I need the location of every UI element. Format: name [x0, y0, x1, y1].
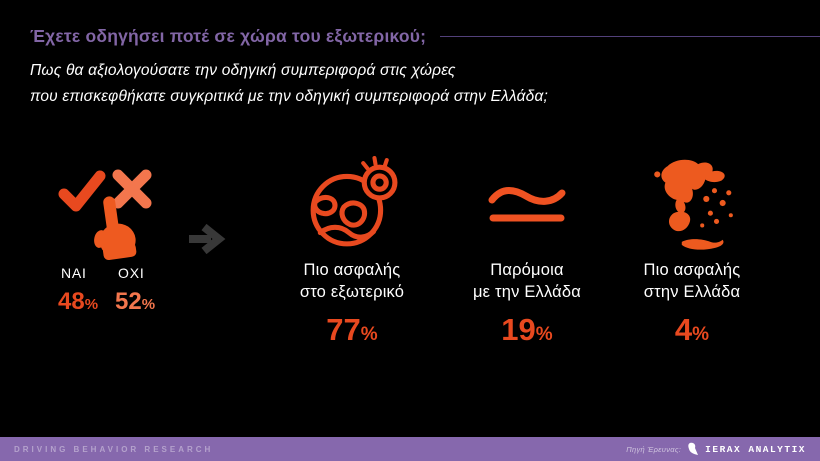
greece-icon-box — [604, 154, 780, 252]
no-percent-sign: % — [141, 296, 156, 313]
greece-percent-sign: % — [692, 324, 710, 345]
title-row: Έχετε οδηγήσει ποτέ σε χώρα του εξωτερικ… — [30, 26, 820, 47]
footer-source: Πηγή Έρευνας: IERAX ANALYTIX — [626, 442, 806, 456]
subtitle: Πως θα αξιολογούσατε την οδηγική συμπερι… — [30, 58, 820, 110]
pointing-hand-icon — [94, 196, 137, 261]
yes-percentage: 48% — [58, 288, 98, 316]
result-column-similar: Παρόμοια με την Ελλάδα 19% — [439, 154, 615, 348]
header: Έχετε οδηγήσει ποτέ σε χώρα του εξωτερικ… — [30, 26, 820, 110]
greece-percentage: 4% — [604, 312, 780, 348]
no-percentage: 52% — [115, 288, 155, 316]
abroad-label-line-1: Πιο ασφαλής — [303, 261, 401, 279]
brand-name: IERAX ANALYTIX — [705, 443, 806, 455]
yes-value: 48 — [58, 288, 85, 315]
approx-equal-icon — [488, 187, 566, 222]
greece-map-icon — [654, 159, 733, 250]
abroad-value: 77 — [326, 312, 361, 347]
subtitle-line-1: Πως θα αξιολογούσατε την οδηγική συμπερι… — [30, 62, 456, 79]
similar-percentage: 19% — [439, 312, 615, 348]
yes-percent-sign: % — [84, 296, 99, 313]
similar-percent-sign: % — [535, 324, 553, 345]
footer-bar: DRIVING BEHAVIOR RESEARCH Πηγή Έρευνας: … — [0, 437, 820, 461]
similar-label-line-1: Παρόμοια — [490, 261, 564, 279]
result-column-greece: Πιο ασφαλής στην Ελλάδα 4% — [604, 154, 780, 348]
abroad-label: Πιο ασφαλής στο εξωτερικό — [264, 259, 440, 303]
no-value: 52 — [115, 288, 142, 315]
result-column-abroad: Πιο ασφαλής στο εξωτερικό 77% — [264, 154, 440, 348]
right-arrow-icon — [189, 224, 226, 254]
greece-label-line-1: Πιο ασφαλής — [643, 261, 741, 279]
hawk-logo-icon — [688, 442, 699, 455]
subtitle-line-2: που επισκεφθήκατε συγκριτικά με την οδηγ… — [30, 88, 549, 105]
abroad-icon-box — [264, 154, 440, 252]
source-label: Πηγή Έρευνας: — [626, 444, 682, 454]
title-rule — [440, 36, 820, 37]
greece-value: 4 — [674, 312, 693, 347]
greece-label: Πιο ασφαλής στην Ελλάδα — [604, 259, 780, 303]
page-title: Έχετε οδηγήσει ποτέ σε χώρα του εξωτερικ… — [30, 26, 427, 46]
abroad-percent-sign: % — [360, 324, 378, 345]
similar-value: 19 — [501, 312, 536, 347]
yes-label: ΝΑΙ — [61, 265, 87, 281]
abroad-percentage: 77% — [264, 312, 440, 348]
abroad-label-line-2: στο εξωτερικό — [299, 283, 405, 301]
no-label: ΟΧΙ — [118, 265, 145, 281]
greece-label-line-2: στην Ελλάδα — [643, 283, 741, 301]
similar-label: Παρόμοια με την Ελλάδα — [439, 259, 615, 303]
similar-icon-box — [439, 154, 615, 252]
similar-label-line-2: με την Ελλάδα — [472, 283, 582, 301]
footer-research-label: DRIVING BEHAVIOR RESEARCH — [14, 444, 214, 454]
checkmark-icon — [58, 170, 106, 212]
cross-icon — [112, 169, 152, 209]
globe-search-icon — [310, 156, 398, 247]
